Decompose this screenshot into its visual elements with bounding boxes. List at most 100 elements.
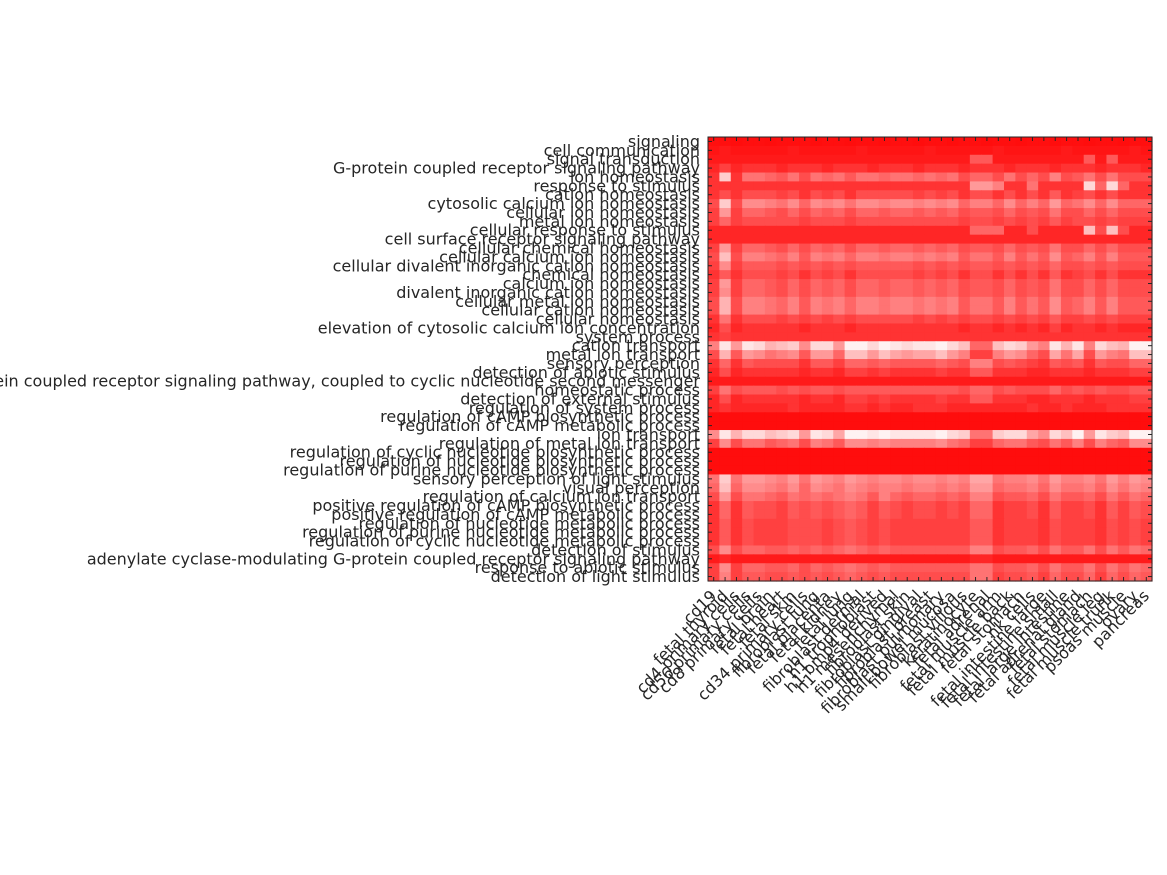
heatmap-cell bbox=[867, 208, 879, 217]
heatmap-cell bbox=[1038, 466, 1050, 475]
heatmap-cell bbox=[1061, 306, 1073, 315]
heatmap-cell bbox=[754, 235, 766, 244]
heatmap-cell bbox=[731, 279, 743, 288]
heatmap-cell bbox=[754, 252, 766, 261]
heatmap-cell bbox=[799, 155, 811, 164]
heatmap-cell bbox=[1038, 190, 1050, 199]
heatmap-cell bbox=[719, 288, 731, 297]
heatmap-cell bbox=[936, 483, 948, 492]
heatmap-cell bbox=[788, 332, 800, 341]
heatmap-cell bbox=[993, 164, 1005, 173]
heatmap-cell bbox=[1004, 395, 1016, 404]
heatmap-cell bbox=[1004, 403, 1016, 412]
heatmap-cell bbox=[742, 545, 754, 554]
heatmap-cell bbox=[731, 403, 743, 412]
heatmap-cell bbox=[1015, 448, 1027, 457]
heatmap-cell bbox=[765, 412, 777, 421]
heatmap-cell bbox=[1004, 528, 1016, 537]
heatmap-cell bbox=[947, 466, 959, 475]
heatmap-cell bbox=[776, 457, 788, 466]
heatmap-cell bbox=[1118, 181, 1130, 190]
heatmap-cell bbox=[1106, 155, 1118, 164]
heatmap-cell bbox=[845, 155, 857, 164]
heatmap-cell bbox=[810, 448, 822, 457]
heatmap-cell bbox=[776, 306, 788, 315]
heatmap-cell bbox=[902, 448, 914, 457]
heatmap-cell bbox=[1050, 386, 1062, 395]
heatmap-cell bbox=[1061, 528, 1073, 537]
heatmap-cell bbox=[902, 519, 914, 528]
heatmap-cell bbox=[890, 341, 902, 350]
heatmap-cell bbox=[1004, 164, 1016, 173]
heatmap-cell bbox=[890, 377, 902, 386]
heatmap-cell bbox=[936, 235, 948, 244]
heatmap-cell bbox=[879, 466, 891, 475]
heatmap-cell bbox=[822, 466, 834, 475]
heatmap-cell bbox=[788, 208, 800, 217]
heatmap-cell bbox=[731, 563, 743, 572]
heatmap-cell bbox=[1129, 545, 1141, 554]
heatmap-cell bbox=[1072, 537, 1084, 546]
heatmap-cell bbox=[1084, 244, 1096, 253]
heatmap-cell bbox=[1038, 448, 1050, 457]
heatmap-cell bbox=[731, 430, 743, 439]
heatmap-cell bbox=[902, 386, 914, 395]
heatmap-cell bbox=[765, 421, 777, 430]
heatmap-cell bbox=[981, 545, 993, 554]
heatmap-cell bbox=[1084, 297, 1096, 306]
heatmap-cell bbox=[845, 306, 857, 315]
heatmap-cell bbox=[1004, 412, 1016, 421]
heatmap-cell bbox=[1129, 537, 1141, 546]
heatmap-cell bbox=[879, 528, 891, 537]
heatmap-cell bbox=[902, 173, 914, 182]
heatmap-cell bbox=[1072, 173, 1084, 182]
heatmap-cell bbox=[856, 146, 868, 155]
heatmap-cell bbox=[890, 173, 902, 182]
heatmap-cell bbox=[845, 528, 857, 537]
heatmap-cell bbox=[754, 395, 766, 404]
heatmap-cell bbox=[913, 323, 925, 332]
heatmap-cell bbox=[993, 448, 1005, 457]
heatmap-cell bbox=[993, 181, 1005, 190]
heatmap-cell bbox=[856, 315, 868, 324]
heatmap-cell bbox=[1061, 164, 1073, 173]
heatmap-cell bbox=[867, 466, 879, 475]
heatmap-cell bbox=[936, 545, 948, 554]
heatmap-cell bbox=[788, 368, 800, 377]
heatmap-cell bbox=[993, 199, 1005, 208]
heatmap-cell bbox=[924, 288, 936, 297]
heatmap-cell bbox=[856, 341, 868, 350]
heatmap-cell bbox=[879, 252, 891, 261]
heatmap-cell bbox=[776, 323, 788, 332]
heatmap-cell bbox=[913, 208, 925, 217]
heatmap-cell bbox=[1072, 528, 1084, 537]
heatmap-cell bbox=[856, 386, 868, 395]
heatmap-cell bbox=[765, 492, 777, 501]
heatmap-cell bbox=[1072, 510, 1084, 519]
heatmap-cell bbox=[913, 377, 925, 386]
heatmap-cell bbox=[731, 270, 743, 279]
heatmap-cell bbox=[1095, 368, 1107, 377]
heatmap-cell bbox=[1129, 199, 1141, 208]
heatmap-cell bbox=[845, 563, 857, 572]
heatmap-cell bbox=[731, 155, 743, 164]
heatmap-cell bbox=[765, 483, 777, 492]
heatmap-cell bbox=[947, 306, 959, 315]
heatmap-cell bbox=[856, 377, 868, 386]
heatmap-cell bbox=[913, 528, 925, 537]
heatmap-cell bbox=[1038, 474, 1050, 483]
heatmap-cell bbox=[981, 492, 993, 501]
heatmap-cell bbox=[799, 537, 811, 546]
heatmap-cell bbox=[1118, 483, 1130, 492]
heatmap-cell bbox=[833, 501, 845, 510]
heatmap-cell bbox=[1061, 395, 1073, 404]
heatmap-cell bbox=[731, 323, 743, 332]
heatmap-cell bbox=[845, 235, 857, 244]
heatmap-cell bbox=[1015, 386, 1027, 395]
heatmap-cell bbox=[981, 554, 993, 563]
heatmap-cell bbox=[1038, 412, 1050, 421]
heatmap-cell bbox=[1061, 412, 1073, 421]
heatmap-cell bbox=[879, 332, 891, 341]
heatmap-cell bbox=[731, 492, 743, 501]
heatmap-cell bbox=[913, 386, 925, 395]
